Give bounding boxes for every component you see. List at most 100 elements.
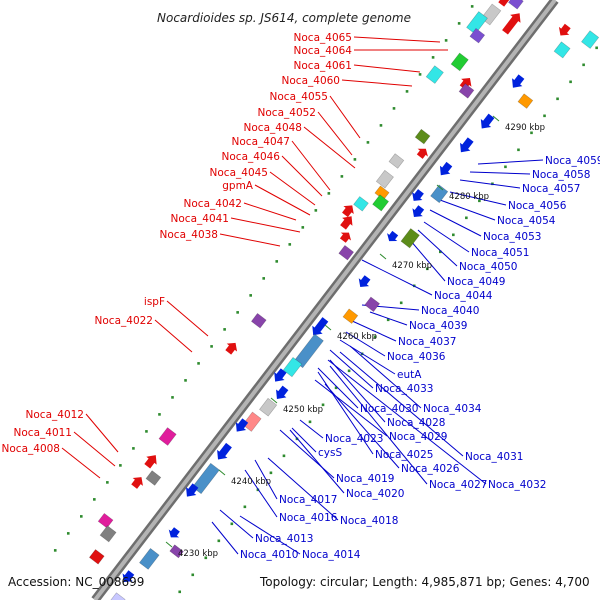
gene-label: Noca_4038 (160, 229, 218, 241)
track-dot (452, 233, 455, 237)
leader-line (329, 95, 361, 139)
gene-arrow-shape (131, 477, 143, 489)
kbp-tick-label: 4260 kbp (337, 332, 377, 342)
gene-box-shape (97, 512, 114, 529)
leader-line (423, 221, 470, 253)
gene-label: cysS (318, 447, 342, 459)
track-dot (470, 5, 474, 8)
leader-line (166, 300, 209, 337)
gene-arrow (439, 161, 453, 176)
gene-label: Noca_4028 (387, 417, 445, 429)
track-dot (269, 471, 273, 475)
gene-label: Noca_4058 (532, 169, 590, 181)
gene-arrow-shape (274, 368, 287, 382)
leader-line (317, 111, 353, 156)
gene-arrow (512, 74, 525, 88)
gene-box-shape (282, 356, 303, 378)
gene-label: Noca_4030 (360, 403, 418, 415)
track-dot (504, 165, 507, 169)
gene-box (139, 547, 160, 570)
gene-arrow-shape (412, 189, 424, 201)
gene-arrow-shape (498, 0, 516, 7)
gene-label: Noca_4017 (279, 494, 337, 506)
gene-label: Noca_4031 (465, 451, 523, 463)
leader-line (459, 179, 521, 189)
track-dot (530, 131, 533, 135)
gene-arrow (274, 368, 287, 382)
track-dot (465, 216, 468, 220)
gene-label: eutA (397, 369, 422, 381)
leader-line (279, 429, 335, 479)
track-dot (236, 311, 239, 314)
gene-label: Noca_4064 (294, 45, 353, 57)
gene-box-shape (158, 427, 177, 446)
gene-box-shape (466, 11, 488, 35)
leader-line (349, 345, 422, 409)
gene-box-shape (108, 592, 126, 600)
gene-box-shape (139, 547, 160, 570)
gene-box (430, 184, 449, 204)
gene-label: Noca_4014 (302, 549, 361, 561)
leader-line (324, 383, 400, 469)
gene-arrow (480, 113, 495, 129)
gene-arrow (235, 418, 249, 432)
kbp-tick-mark (324, 324, 332, 331)
gene-label: Noca_4012 (26, 409, 84, 421)
gene-label: Noca_4032 (488, 479, 546, 491)
track-dot (191, 573, 195, 577)
track-dot (249, 294, 252, 297)
leader-line (339, 351, 464, 457)
gene-box-shape (169, 544, 184, 559)
leader-line (243, 202, 297, 221)
leader-line (353, 36, 441, 43)
gene-box (353, 196, 369, 212)
track-dot (288, 243, 292, 246)
leader-line (329, 349, 374, 389)
track-dot (457, 22, 461, 25)
track-dot (145, 430, 148, 433)
gene-label: Noca_4027 (429, 479, 487, 491)
track-dot (282, 454, 286, 458)
kbp-ticks: 4230 kbp 4240 kbp 4250 kbp 4260 kbp 4270 kbp… (165, 115, 545, 559)
gene-arrow-shape (122, 570, 135, 583)
gene-label: Noca_4065 (294, 32, 352, 44)
gene-box-shape (88, 549, 105, 565)
gene-arrow-shape (412, 205, 425, 217)
track-dot (243, 505, 247, 509)
gene-box-shape (517, 93, 534, 109)
gene-label: Noca_4056 (508, 200, 567, 212)
gene-arrow (217, 442, 232, 460)
gene-label: Noca_4023 (325, 433, 383, 445)
gene-label: Noca_4034 (423, 403, 482, 415)
gene-label: Noca_4019 (336, 473, 394, 485)
track-dot (379, 124, 383, 127)
track-dot (210, 345, 213, 348)
gene-box-shape (353, 196, 369, 212)
gene-arrow-shape (502, 13, 521, 35)
gene-label: Noca_4042 (184, 198, 242, 210)
gene-arrow (416, 148, 428, 159)
kbp-tick-mark (492, 115, 500, 122)
kbp-tick-mark (436, 184, 444, 191)
gene-box (158, 427, 177, 446)
leader-line (61, 447, 101, 479)
gene-label: Noca_4025 (375, 449, 433, 461)
gene-arrow-shape (358, 275, 371, 287)
gene-arrow (339, 232, 352, 243)
gene-box-shape (242, 411, 262, 432)
leader-line (314, 379, 388, 437)
gene-arrow-shape (460, 137, 474, 153)
genome-title: Nocardioides sp. JS614, complete genome (157, 11, 411, 25)
gene-arrow-shape (225, 342, 238, 355)
gene-box (425, 65, 444, 84)
gene-arrow (186, 483, 199, 497)
gene-box-shape (430, 184, 449, 204)
gene-box-shape (581, 30, 600, 49)
track-dot (79, 515, 83, 518)
gene-label: Noca_4053 (483, 231, 541, 243)
gene-arrow (387, 230, 399, 242)
gene-box (169, 544, 184, 559)
track-dot (595, 46, 598, 50)
kbp-tick-mark (165, 541, 173, 548)
gene-label: Noca_4010 (240, 549, 298, 561)
